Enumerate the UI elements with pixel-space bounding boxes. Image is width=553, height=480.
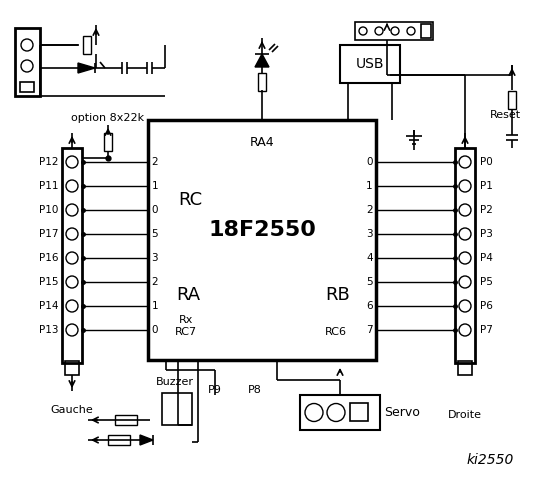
Text: 1: 1 <box>152 181 158 191</box>
Text: 0: 0 <box>152 325 158 335</box>
Text: 3: 3 <box>152 253 158 263</box>
Text: P16: P16 <box>39 253 58 263</box>
Text: P4: P4 <box>480 253 493 263</box>
Bar <box>104 133 112 151</box>
Bar <box>350 403 368 421</box>
Text: RC6: RC6 <box>325 327 347 337</box>
Text: P8: P8 <box>248 385 262 395</box>
Circle shape <box>66 228 78 240</box>
Circle shape <box>459 300 471 312</box>
Text: 2: 2 <box>366 205 373 215</box>
Circle shape <box>66 276 78 288</box>
Circle shape <box>21 39 33 51</box>
Bar <box>455 148 475 363</box>
Circle shape <box>66 180 78 192</box>
Text: 1: 1 <box>366 181 373 191</box>
Text: P7: P7 <box>480 325 493 335</box>
Text: 1: 1 <box>152 301 158 311</box>
Text: Reset: Reset <box>490 110 521 120</box>
Text: 2: 2 <box>152 157 158 167</box>
Text: 2: 2 <box>152 277 158 287</box>
Circle shape <box>66 300 78 312</box>
Text: P9: P9 <box>208 385 222 395</box>
Circle shape <box>66 324 78 336</box>
Text: P3: P3 <box>480 229 493 239</box>
Text: option 8x22k: option 8x22k <box>71 113 144 123</box>
Bar <box>83 36 91 54</box>
Text: P10: P10 <box>39 205 58 215</box>
Circle shape <box>21 60 33 72</box>
Text: P6: P6 <box>480 301 493 311</box>
Text: 6: 6 <box>366 301 373 311</box>
Bar <box>458 361 472 375</box>
Text: Buzzer: Buzzer <box>156 377 194 387</box>
Circle shape <box>66 204 78 216</box>
Bar <box>15 28 40 96</box>
Polygon shape <box>78 63 95 73</box>
Circle shape <box>66 156 78 168</box>
Bar <box>355 22 433 40</box>
Bar <box>62 148 82 363</box>
Text: USB: USB <box>356 57 384 71</box>
Bar <box>162 393 192 425</box>
Bar <box>20 82 34 92</box>
Text: P5: P5 <box>480 277 493 287</box>
Bar <box>421 24 431 38</box>
Text: RB: RB <box>326 286 351 304</box>
Circle shape <box>407 27 415 35</box>
Text: Rx: Rx <box>179 315 193 325</box>
Bar <box>108 435 130 445</box>
Text: 4: 4 <box>366 253 373 263</box>
Text: P0: P0 <box>480 157 493 167</box>
Circle shape <box>459 228 471 240</box>
Circle shape <box>459 180 471 192</box>
Circle shape <box>359 27 367 35</box>
Text: 5: 5 <box>366 277 373 287</box>
Text: P15: P15 <box>39 277 58 287</box>
Polygon shape <box>140 435 153 445</box>
Text: 0: 0 <box>152 205 158 215</box>
Circle shape <box>459 156 471 168</box>
Text: 3: 3 <box>366 229 373 239</box>
Circle shape <box>327 404 345 421</box>
Text: P1: P1 <box>480 181 493 191</box>
Bar <box>115 415 137 425</box>
Circle shape <box>305 404 323 421</box>
Text: RA4: RA4 <box>250 135 274 148</box>
Bar <box>65 361 79 375</box>
Text: P14: P14 <box>39 301 58 311</box>
Text: RA: RA <box>176 286 200 304</box>
Circle shape <box>459 324 471 336</box>
Bar <box>508 91 516 109</box>
Text: ki2550: ki2550 <box>466 453 514 467</box>
Text: 5: 5 <box>152 229 158 239</box>
Text: Servo: Servo <box>384 406 420 419</box>
Text: Gauche: Gauche <box>51 405 93 415</box>
Text: 7: 7 <box>366 325 373 335</box>
Polygon shape <box>255 54 269 67</box>
Circle shape <box>459 252 471 264</box>
Bar <box>258 73 266 91</box>
Bar <box>300 395 380 430</box>
Circle shape <box>375 27 383 35</box>
Bar <box>148 120 376 360</box>
Text: P2: P2 <box>480 205 493 215</box>
Circle shape <box>459 204 471 216</box>
Text: RC7: RC7 <box>175 327 197 337</box>
Text: P17: P17 <box>39 229 58 239</box>
Text: 18F2550: 18F2550 <box>208 220 316 240</box>
Circle shape <box>391 27 399 35</box>
Text: P11: P11 <box>39 181 58 191</box>
Bar <box>340 45 400 83</box>
Circle shape <box>459 276 471 288</box>
Text: P13: P13 <box>39 325 58 335</box>
Circle shape <box>66 252 78 264</box>
Text: Droite: Droite <box>448 410 482 420</box>
Text: 0: 0 <box>366 157 373 167</box>
Text: RC: RC <box>178 191 202 209</box>
Text: P12: P12 <box>39 157 58 167</box>
